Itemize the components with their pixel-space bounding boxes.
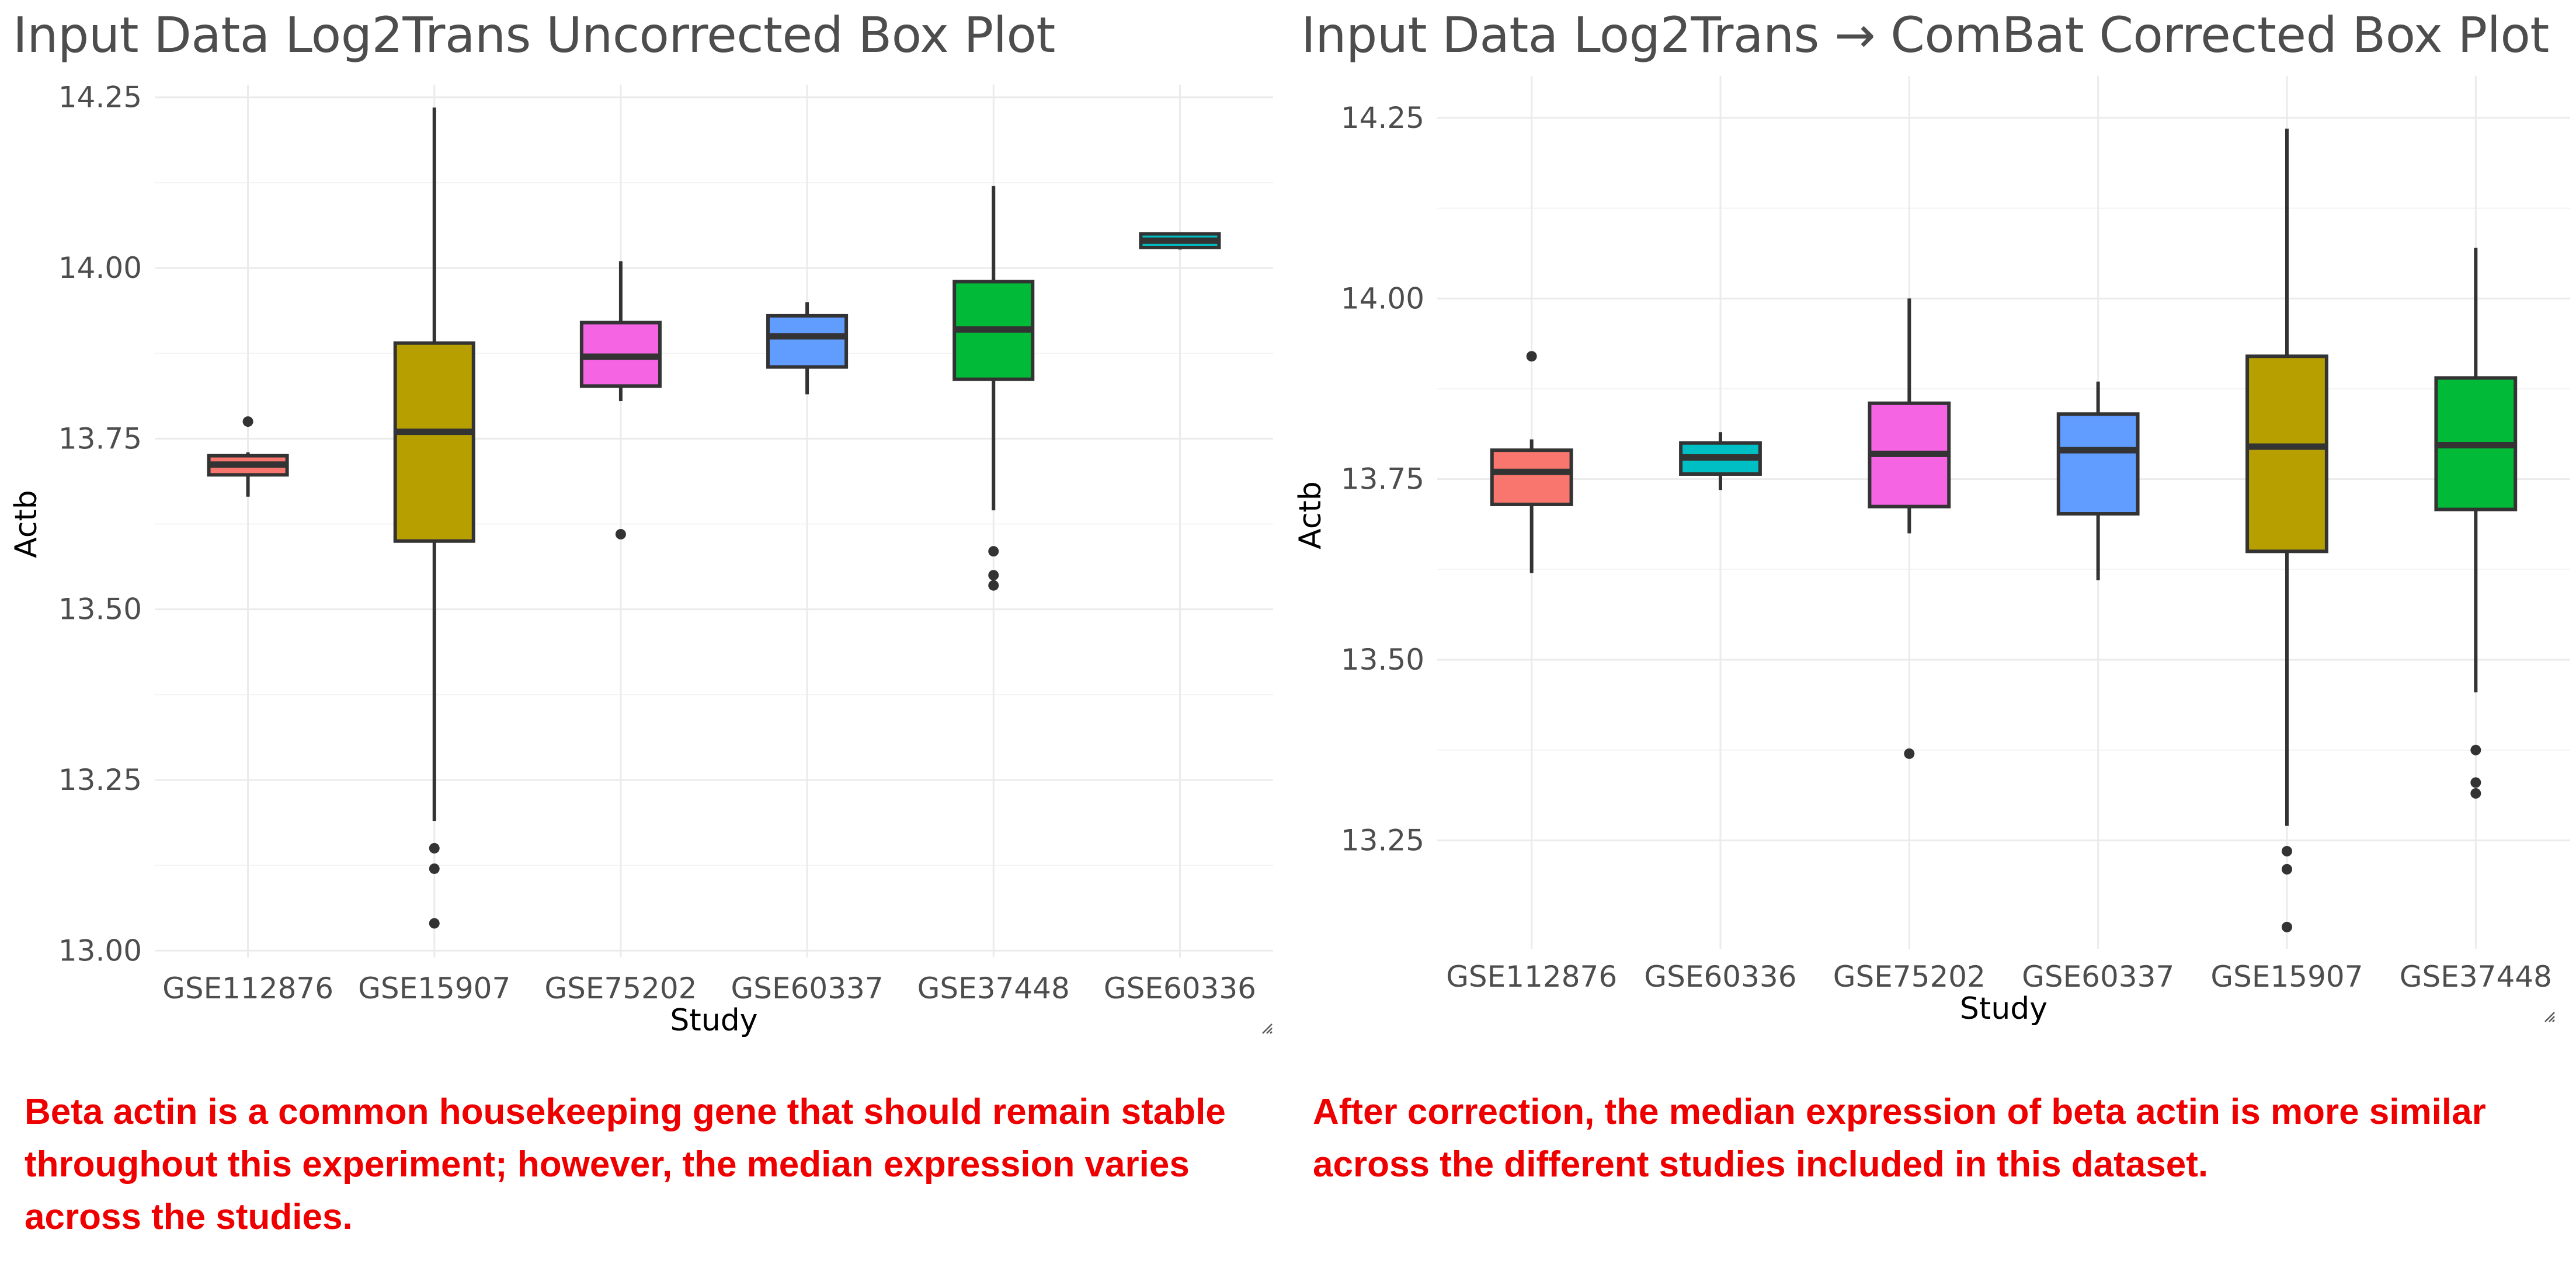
outlier-point <box>988 546 999 557</box>
outlier-point <box>2470 788 2481 799</box>
box-gse60337 <box>766 302 849 395</box>
outlier-point <box>429 842 440 854</box>
corrected-caption: After correction, the median expression … <box>1313 1092 2486 1185</box>
y-axis-title: Actb <box>1293 481 1328 549</box>
x-tick-label: GSE37448 <box>2400 960 2552 994</box>
y-tick-label: 13.75 <box>1341 462 1424 496</box>
y-tick-label: 14.25 <box>1341 101 1424 135</box>
box-gse60336 <box>1139 232 1221 250</box>
box-body <box>2056 412 2140 516</box>
x-tick-label: GSE15907 <box>2210 960 2363 994</box>
box-body <box>1490 448 1573 506</box>
box-gse15907 <box>393 107 475 929</box>
y-tick-label: 13.75 <box>58 422 142 455</box>
box-gse112876 <box>207 416 289 497</box>
grid <box>155 85 1273 957</box>
corrected-chart-title: Input Data Log2Trans → ComBat Corrected … <box>1301 6 2549 64</box>
x-tick-label: GSE15907 <box>358 971 510 1005</box>
x-axis-title: Study <box>670 1003 757 1038</box>
box-body <box>766 314 849 369</box>
x-tick-label: GSE60336 <box>1644 960 1796 994</box>
y-tick-label: 14.00 <box>1341 281 1424 315</box>
y-tick-label: 13.25 <box>58 763 142 797</box>
uncorrected-box-plot: 13.00 13.25 13.50 13.75 14.00 14.25 GSE112876 G… <box>9 81 1273 1038</box>
y-tick-label: 13.50 <box>58 593 142 626</box>
outlier-point <box>1526 351 1537 362</box>
outlier-point <box>2470 777 2481 788</box>
outlier-point <box>429 918 440 929</box>
outlier-point <box>2282 921 2292 932</box>
y-tick-label: 13.50 <box>1341 643 1424 677</box>
box-gse112876 <box>1490 351 1573 573</box>
x-tick-label: GSE75202 <box>1833 960 1986 994</box>
uncorrected-chart-title: Input Data Log2Trans Uncorrected Box Plo… <box>13 6 1055 64</box>
box-gse60336 <box>1679 432 1762 490</box>
x-tick-label: GSE112876 <box>162 971 333 1005</box>
outlier-point <box>988 570 999 581</box>
uncorrected-panel: 13.00 13.25 13.50 13.75 14.00 14.25 GSE112876 G… <box>9 6 1273 1237</box>
resize-handle-icon[interactable] <box>2543 1010 2556 1023</box>
grid <box>1437 76 2570 949</box>
outlier-point <box>988 580 999 591</box>
outlier-point <box>615 529 626 540</box>
box-body <box>2245 354 2328 553</box>
outlier-point <box>242 416 253 427</box>
y-axis-title: Actb <box>9 490 44 558</box>
x-tick-label: GSE60336 <box>1104 971 1256 1005</box>
x-tick-label: GSE112876 <box>1446 960 1617 994</box>
y-tick-label: 13.25 <box>1341 823 1424 857</box>
box-gse60337 <box>2056 381 2140 580</box>
outlier-point <box>2282 863 2292 875</box>
corrected-box-plot: 13.25 13.50 13.75 14.00 14.25 GSE112876 GSE603… <box>1293 76 2570 1026</box>
box-gse15907 <box>2245 128 2328 932</box>
x-axis-title: Study <box>1960 991 2047 1026</box>
outlier-point <box>2282 845 2292 856</box>
outlier-point <box>429 863 440 874</box>
box-gse37448 <box>2434 248 2518 799</box>
x-tick-label: GSE60337 <box>2022 960 2174 994</box>
x-tick-label: GSE37448 <box>917 971 1070 1005</box>
resize-handle-icon[interactable] <box>1260 1022 1273 1035</box>
x-tick-label: GSE60337 <box>731 971 884 1005</box>
box-body <box>393 341 475 543</box>
outlier-point <box>2470 744 2481 755</box>
corrected-panel: 13.25 13.50 13.75 14.00 14.25 GSE112876 GSE603… <box>1288 0 2576 1271</box>
y-tick-label: 14.00 <box>58 251 142 285</box>
outlier-point <box>1904 748 1915 759</box>
box-gse37448 <box>952 186 1035 591</box>
uncorrected-caption: Beta actin is a common housekeeping gene… <box>25 1092 1226 1237</box>
y-tick-label: 13.00 <box>58 934 142 967</box>
box-gse75202 <box>579 261 662 540</box>
box-gse75202 <box>1868 298 1951 759</box>
x-tick-label: GSE75202 <box>544 971 697 1005</box>
y-tick-label: 14.25 <box>58 81 142 114</box>
